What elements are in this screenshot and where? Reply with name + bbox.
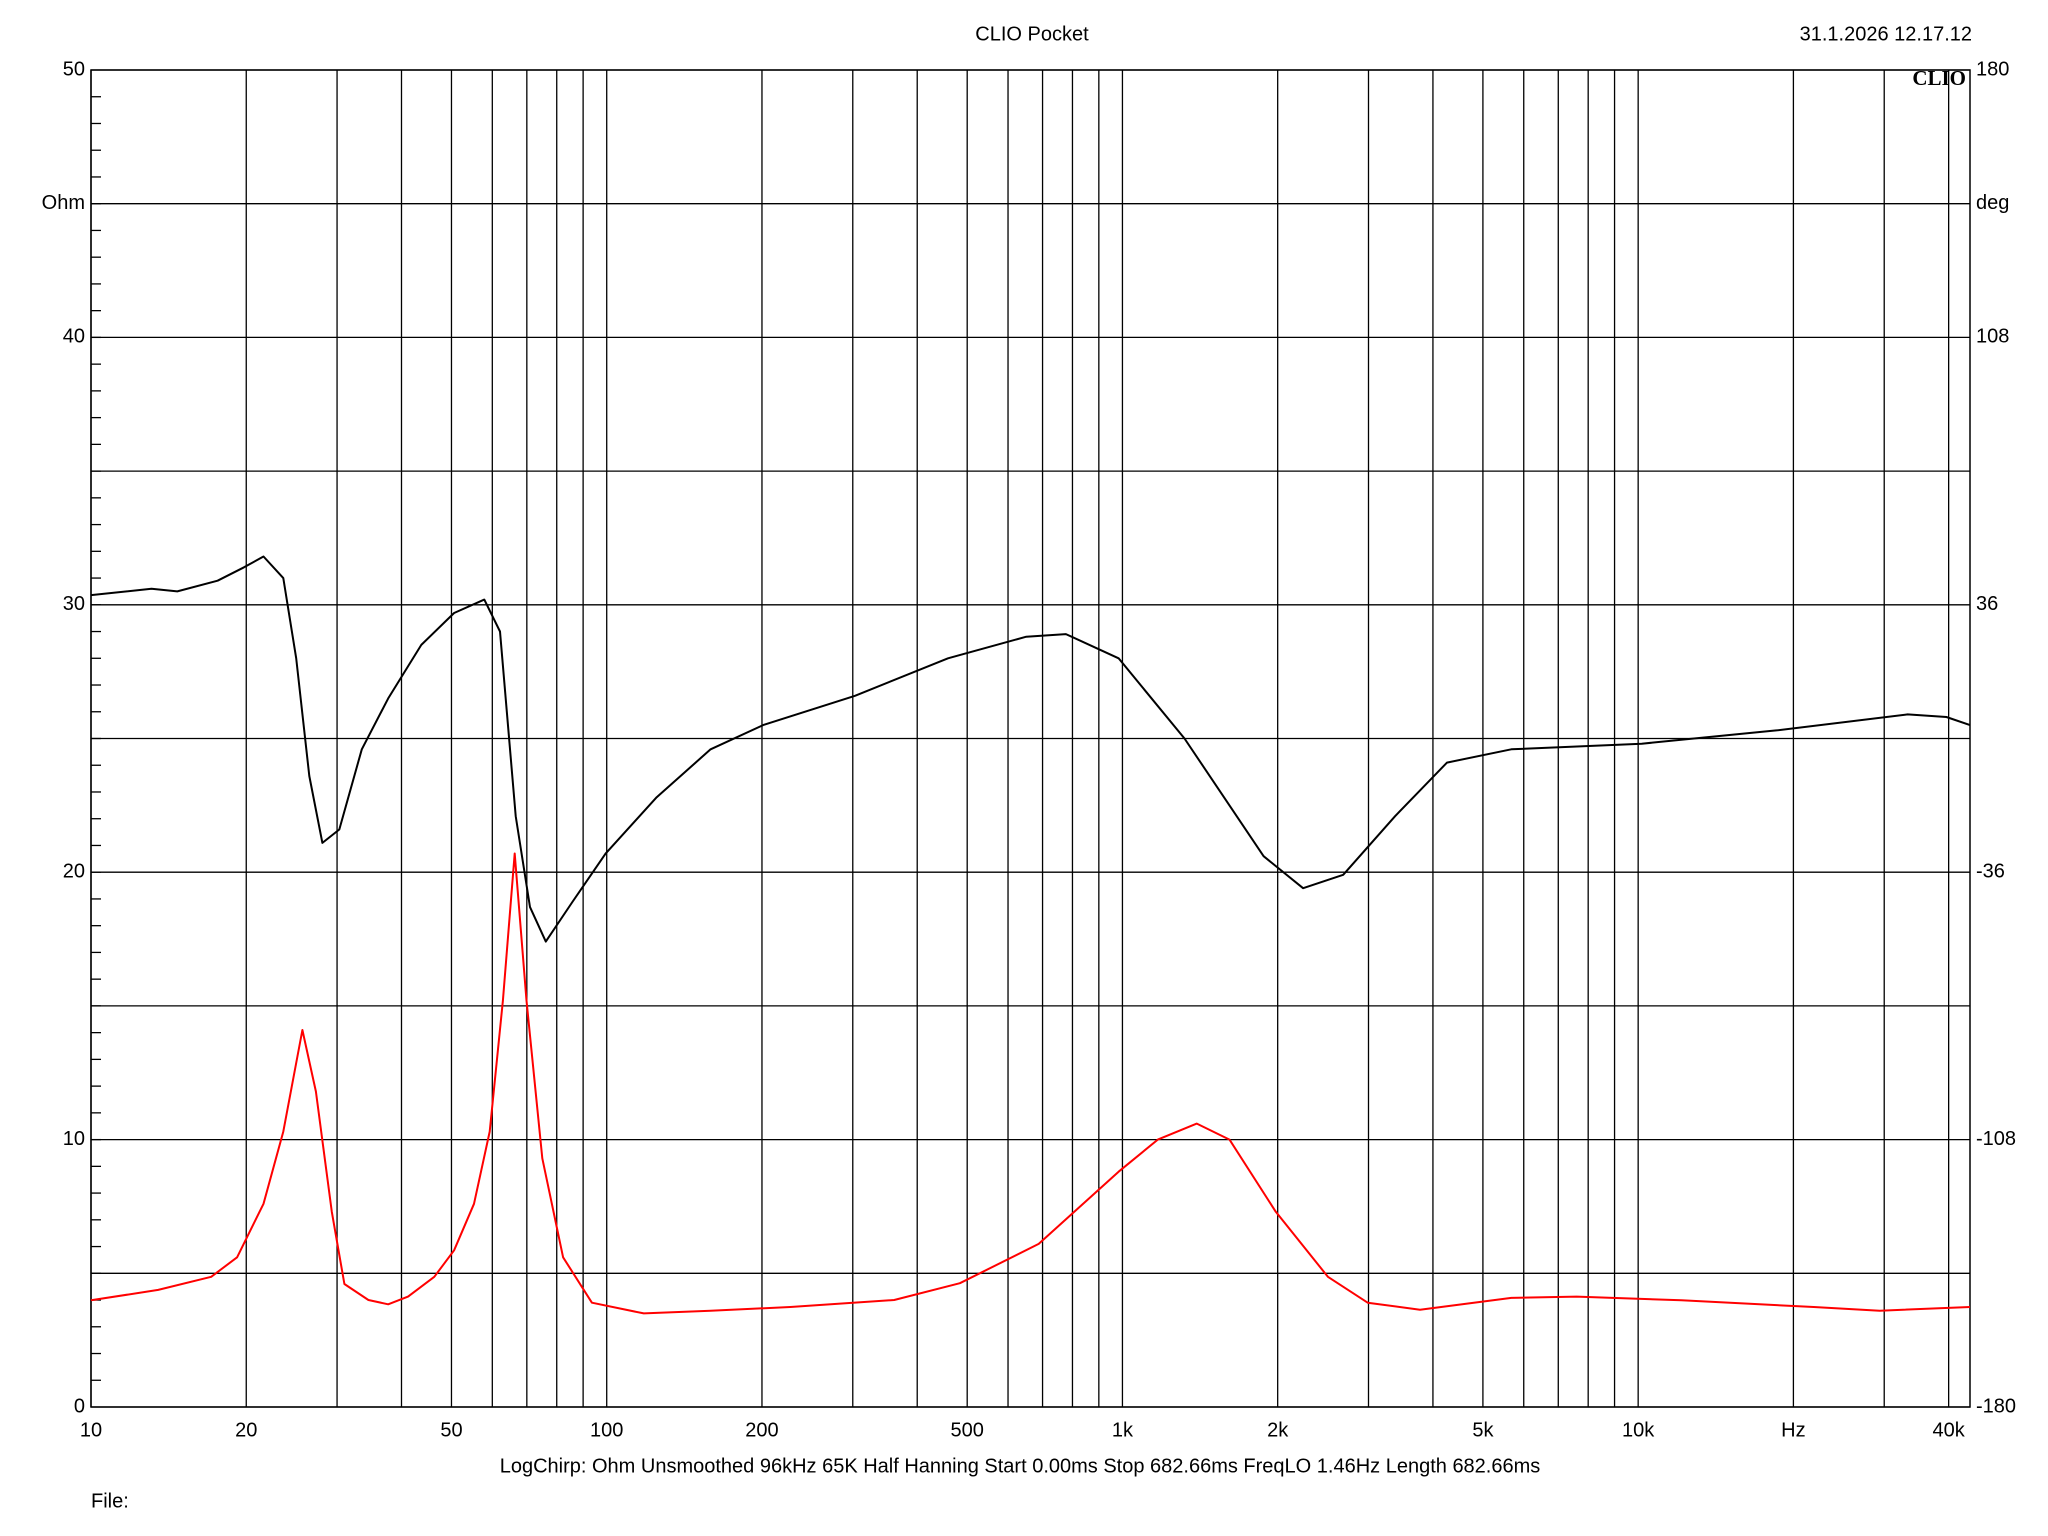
data-line [90, 555, 1971, 943]
x-tick-label: 1k [1112, 1419, 1134, 1441]
y-tick-label: 50 [63, 58, 85, 80]
file-label: File: [91, 1490, 129, 1512]
x-tick-label: 200 [745, 1419, 778, 1441]
x-tick-label: 2k [1267, 1419, 1289, 1441]
y-tick-label: 40 [63, 326, 85, 348]
y2-axis-label: deg [1976, 192, 2009, 214]
y2-tick-label: -180 [1976, 1395, 2016, 1417]
x-tick-label: 20 [235, 1419, 257, 1441]
x-tick-label: 500 [951, 1419, 984, 1441]
y-axis-label: Ohm [42, 192, 85, 214]
y2-tick-label: 180 [1976, 58, 2009, 80]
x-tick-label: 50 [440, 1419, 462, 1441]
x-tick-label: 10k [1622, 1419, 1655, 1441]
date: 31.1.2026 12.17.12 [1800, 23, 1972, 45]
data-line [90, 852, 1971, 1315]
x-tick-label: Hz [1781, 1419, 1805, 1441]
x-tick-label: 100 [590, 1419, 623, 1441]
y-tick-label: 10 [63, 1128, 85, 1150]
chart-title: CLIO Pocket [975, 23, 1089, 45]
y-tick-label: 20 [63, 860, 85, 882]
y-tick-label: 30 [63, 593, 85, 615]
x-tick-label: 40k [1933, 1419, 1966, 1441]
footer: LogChirp: Ohm Unsmoothed 96kHz 65K Half … [500, 1455, 1541, 1477]
y2-tick-label: 108 [1976, 326, 2009, 348]
x-tick-label: 5k [1472, 1419, 1494, 1441]
y2-tick-label: 36 [1976, 593, 1998, 615]
plot-frame [90, 69, 1971, 1408]
y2-tick-label: -108 [1976, 1128, 2016, 1150]
y-tick-label: 0 [74, 1395, 85, 1417]
y2-tick-label: -36 [1976, 860, 2005, 882]
x-tick-label: 10 [80, 1419, 102, 1441]
